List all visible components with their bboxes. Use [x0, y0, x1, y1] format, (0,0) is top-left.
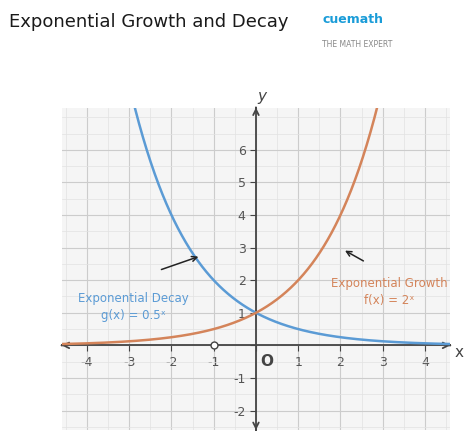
- Text: Exponential Decay
g(x) = 0.5ˣ: Exponential Decay g(x) = 0.5ˣ: [78, 292, 189, 322]
- Text: Exponential Growth
f(x) = 2ˣ: Exponential Growth f(x) = 2ˣ: [331, 277, 447, 307]
- Text: y: y: [258, 89, 267, 104]
- Text: THE MATH EXPERT: THE MATH EXPERT: [322, 40, 392, 49]
- Text: Exponential Growth and Decay: Exponential Growth and Decay: [9, 13, 289, 31]
- Text: x: x: [455, 345, 464, 360]
- Text: cuemath: cuemath: [322, 13, 383, 26]
- Text: O: O: [260, 354, 273, 370]
